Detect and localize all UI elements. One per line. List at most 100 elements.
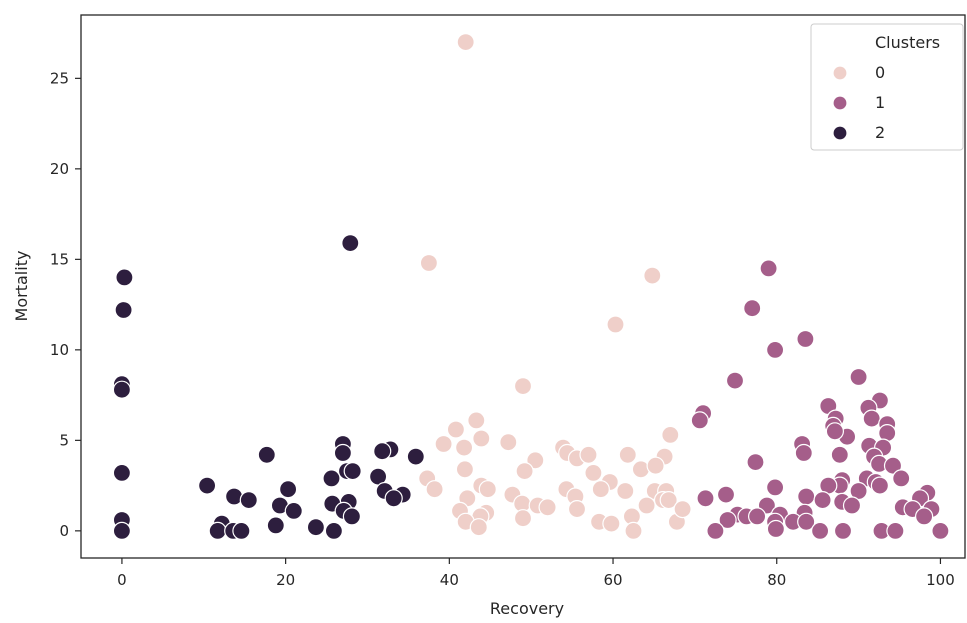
cluster-1-point — [759, 259, 778, 278]
cluster-2-point — [284, 501, 303, 520]
y-tick-label: 25 — [50, 69, 69, 87]
cluster-0-point — [446, 420, 465, 439]
cluster-1-point — [833, 521, 853, 541]
cluster-1-point — [743, 299, 762, 318]
cluster-0-point — [591, 480, 610, 499]
cluster-0-point — [455, 460, 474, 479]
cluster-0-point — [513, 377, 533, 396]
axes-layer — [80, 14, 966, 559]
cluster-2-point — [306, 518, 325, 537]
y-axis-ticks: 0 5 10 15 20 25 — [50, 69, 81, 540]
cluster-0-point — [425, 480, 444, 499]
cluster-2-point — [198, 476, 217, 495]
cluster-2-point — [342, 507, 361, 526]
cluster-1-point — [797, 487, 816, 506]
x-tick-label: 100 — [926, 571, 955, 589]
cluster-2-point — [239, 491, 258, 510]
cluster-0-point — [618, 445, 637, 464]
cluster-2-point — [279, 480, 298, 499]
y-tick-label: 15 — [50, 250, 69, 268]
legend-title: Clusters — [875, 33, 940, 52]
cluster-0-point — [499, 433, 518, 452]
cluster-0-point — [434, 434, 453, 454]
cluster-1-point — [870, 476, 890, 495]
x-tick-label: 60 — [603, 571, 622, 589]
cluster-0-point — [661, 425, 680, 444]
cluster-1-point — [746, 453, 765, 472]
cluster-1-point — [914, 507, 934, 526]
cluster-0-point — [419, 253, 438, 273]
x-axis-label: Recovery — [490, 599, 564, 618]
cluster-2-point — [114, 300, 133, 320]
x-tick-label: 0 — [117, 571, 127, 589]
cluster-0-point — [515, 462, 534, 481]
cluster-2-point — [266, 516, 285, 535]
cluster-1-point — [886, 521, 905, 541]
cluster-2-point — [406, 447, 425, 466]
x-tick-label: 20 — [276, 571, 295, 589]
legend-marker-cluster-2 — [832, 125, 848, 141]
legend-marker-cluster-0 — [832, 65, 848, 81]
legend-label-cluster-1: 1 — [875, 93, 885, 112]
legend-frame — [810, 23, 964, 151]
y-tick-label: 10 — [50, 341, 69, 359]
cluster-0-point — [584, 463, 603, 482]
y-tick-label: 0 — [59, 522, 69, 540]
cluster-1-point — [862, 409, 881, 428]
cluster-1-point — [696, 489, 715, 508]
cluster-1-point — [794, 443, 813, 463]
cluster-0-point — [538, 498, 557, 517]
cluster-0-point — [624, 521, 643, 541]
legend-label-cluster-2: 2 — [875, 123, 885, 142]
cluster-0-point — [616, 481, 635, 501]
cluster-1-point — [892, 469, 911, 488]
cluster-2-point — [384, 489, 403, 508]
legend: Clusters 0 1 2 — [810, 23, 964, 151]
cluster-2-point — [232, 521, 251, 541]
cluster-0-point — [643, 266, 662, 285]
cluster-2-point — [112, 380, 132, 399]
cluster-1-point — [796, 329, 815, 349]
cluster-0-point — [606, 315, 625, 334]
cluster-1-point — [747, 507, 767, 526]
cluster-0-point — [659, 491, 678, 510]
cluster-2-point — [333, 443, 352, 463]
cluster-1-point — [716, 485, 736, 504]
cluster-1-point — [706, 521, 725, 541]
cluster-0-point — [567, 500, 587, 519]
x-tick-label: 40 — [440, 571, 459, 589]
cluster-1-point — [725, 371, 745, 390]
cluster-0-point — [513, 509, 533, 528]
cluster-1-point — [830, 445, 849, 464]
cluster-1-point — [825, 422, 845, 441]
cluster-0-point — [472, 429, 491, 448]
cluster-1-point — [813, 491, 832, 510]
cluster-2-point — [115, 268, 134, 287]
y-axis-label: Mortality — [12, 251, 31, 322]
y-tick-label: 20 — [50, 160, 69, 178]
cluster-0-point — [602, 514, 621, 533]
x-axis-ticks: 0 20 40 60 80 100 — [117, 558, 955, 589]
cluster-2-point — [322, 469, 341, 488]
cluster-2-point — [208, 521, 227, 541]
plot-frame — [80, 14, 966, 559]
cluster-1-point — [842, 496, 862, 515]
cluster-0-point — [579, 445, 598, 464]
y-tick-label: 5 — [59, 431, 69, 449]
cluster-2-point — [343, 462, 362, 481]
cluster-0-point — [455, 438, 474, 457]
cluster-1-point — [766, 519, 786, 539]
cluster-2-point — [324, 521, 343, 541]
legend-marker-cluster-1 — [832, 95, 848, 111]
cluster-1-point — [765, 340, 785, 359]
cluster-0-point — [526, 451, 545, 470]
cluster-0-point — [456, 32, 475, 52]
cluster-2-point — [257, 445, 276, 464]
cluster-1-point — [849, 367, 868, 387]
cluster-2-point — [112, 521, 132, 541]
cluster-0-point — [637, 496, 656, 515]
cluster-0-point — [646, 456, 665, 475]
cluster-2-point — [341, 234, 360, 253]
